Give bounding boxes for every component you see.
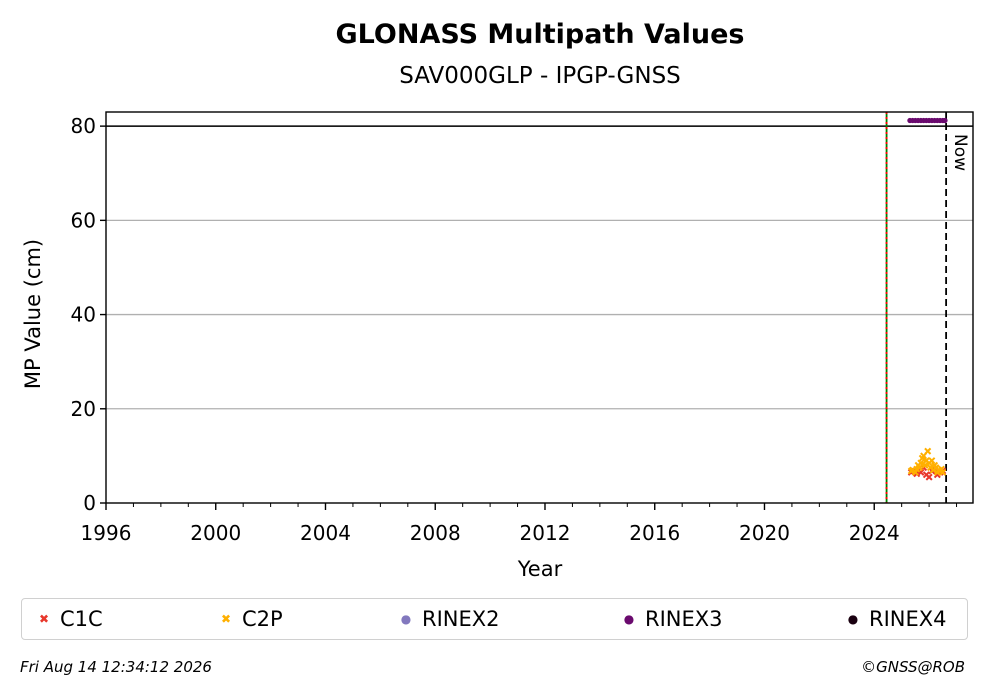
legend-item-rinex2: ● RINEX2 [400, 599, 500, 639]
legend-item-c2p: ✖ C2P [220, 599, 283, 639]
plot-frame [105, 111, 974, 504]
point-rinex3 [942, 117, 948, 124]
legend-item-rinex3: ● RINEX3 [623, 599, 723, 639]
y-tick-label: 20 [71, 397, 96, 421]
y-axis-label: MP Value (cm) [21, 239, 45, 389]
legend-label-c1c: C1C [60, 607, 103, 631]
legend-marker-c1c: ✖ [38, 612, 50, 626]
legend: ✖ C1C ✖ C2P ● RINEX2 ● RINEX3 ● RINEX4 [21, 598, 968, 640]
point-c2p [939, 468, 947, 476]
point-stroke [939, 468, 947, 476]
y-tick-label: 60 [71, 208, 96, 232]
legend-label-rinex4: RINEX4 [869, 607, 947, 631]
point-stroke [917, 468, 925, 476]
x-tick-label: 2016 [629, 521, 680, 545]
footer-timestamp: Fri Aug 14 12:34:12 2026 [20, 658, 212, 676]
point-stroke [921, 461, 929, 469]
point-stroke [937, 465, 945, 473]
point-stroke [928, 457, 936, 465]
point-stroke [924, 447, 932, 455]
chart-subtitle: SAV000GLP - IPGP-GNSS [399, 63, 681, 89]
point-c2p [921, 461, 929, 469]
y-tick-label: 40 [71, 303, 96, 327]
legend-marker-c2p: ✖ [220, 612, 232, 626]
x-axis-label: Year [517, 557, 563, 581]
point-c2p [917, 459, 925, 467]
point-c2p [924, 447, 932, 455]
point-c2p [928, 457, 936, 465]
x-tick-label: 2004 [300, 521, 351, 545]
legend-label-rinex3: RINEX3 [645, 607, 723, 631]
x-tick-label: 2020 [739, 521, 790, 545]
y-tick-label: 0 [83, 491, 96, 515]
footer-credit: ©GNSS@ROB [861, 658, 965, 676]
legend-item-rinex4: ● RINEX4 [847, 599, 947, 639]
x-tick-label: 2024 [849, 521, 900, 545]
x-tick-label: 2008 [410, 521, 461, 545]
legend-label-c2p: C2P [242, 607, 283, 631]
x-tick-label: 1996 [81, 521, 132, 545]
point-stroke [915, 464, 924, 472]
point-c1c [925, 473, 933, 481]
legend-label-rinex2: RINEX2 [422, 607, 500, 631]
x-tick-label: 2012 [520, 521, 571, 545]
legend-item-c1c: ✖ C1C [38, 599, 103, 639]
legend-marker-rinex2: ● [400, 612, 412, 626]
legend-marker-rinex4: ● [847, 612, 859, 626]
y-tick-label: 80 [71, 114, 96, 138]
point-stroke [925, 473, 933, 481]
now-label: Now [950, 134, 970, 171]
legend-marker-rinex3: ● [623, 612, 635, 626]
x-tick-label: 2000 [190, 521, 241, 545]
chart-title: GLONASS Multipath Values [335, 19, 744, 50]
point-stroke [917, 459, 925, 467]
point-c2p [915, 464, 924, 472]
